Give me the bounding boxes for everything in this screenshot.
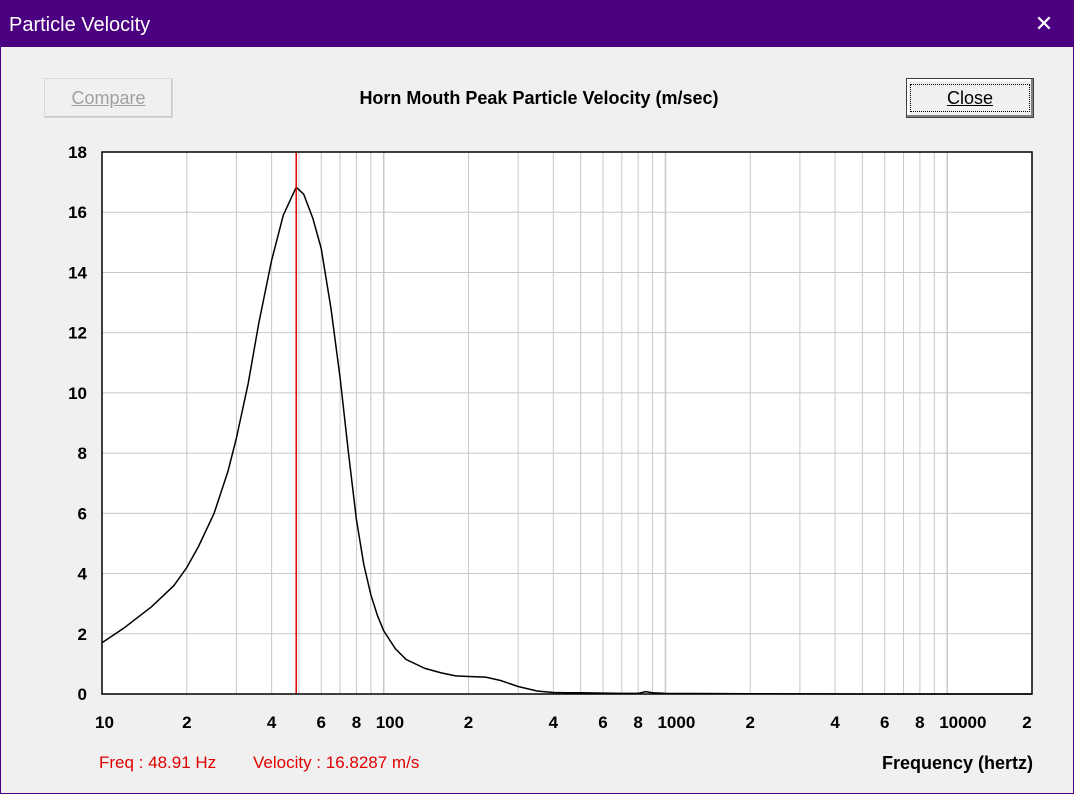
x-tick-label: 8: [352, 713, 361, 732]
compare-button[interactable]: Compare: [44, 78, 173, 118]
y-tick-label: 2: [78, 625, 87, 644]
x-tick-label: 6: [316, 713, 325, 732]
x-tick-label: 4: [549, 713, 559, 732]
x-tick-label: 8: [633, 713, 642, 732]
y-tick-label: 0: [78, 685, 87, 704]
y-tick-label: 8: [78, 444, 87, 463]
grid: [102, 152, 1032, 694]
x-tick-labels: 10 2 4 6 8 100 2 4 6 8 1000 2 4 6 8 10000 2: [95, 713, 1032, 732]
x-tick-label: 6: [880, 713, 889, 732]
x-tick-label: 4: [267, 713, 277, 732]
x-tick-label: 2: [1022, 713, 1031, 732]
y-tick-label: 18: [68, 143, 87, 162]
y-tick-label: 10: [68, 384, 87, 403]
x-axis-label: Frequency (hertz): [881, 753, 1033, 773]
x-tick-label: 2: [464, 713, 473, 732]
freq-readout: Freq : 48.91 Hz: [99, 753, 217, 772]
velocity-readout: Velocity : 16.8287 m/s: [253, 753, 420, 772]
x-tick-label: 8: [915, 713, 924, 732]
plot-border: [101, 151, 1033, 695]
x-tick-label: 2: [182, 713, 191, 732]
x-tick-label: 10000: [939, 713, 986, 732]
x-tick-label: 4: [830, 713, 840, 732]
x-tick-label: 100: [376, 713, 404, 732]
close-icon[interactable]: ✕: [1034, 11, 1054, 36]
y-tick-label: 6: [78, 504, 87, 523]
y-tick-label: 14: [68, 263, 87, 282]
window-title: Particle Velocity: [9, 14, 151, 36]
y-tick-label: 16: [68, 203, 87, 222]
x-tick-label: 1000: [657, 713, 695, 732]
chart-title: Horn Mouth Peak Particle Velocity (m/sec…: [359, 88, 719, 108]
x-tick-label: 6: [598, 713, 607, 732]
close-button-label: Close: [909, 84, 1031, 112]
title-bar: Particle Velocity ✕: [1, 1, 1073, 47]
close-button[interactable]: Close: [906, 78, 1034, 118]
x-tick-label: 10: [95, 713, 114, 732]
y-tick-labels: 0 2 4 6 8 10 12 14 16 18: [68, 143, 87, 704]
plot-area: [102, 152, 1032, 694]
y-tick-label: 4: [78, 565, 88, 584]
y-tick-label: 12: [68, 324, 87, 343]
x-tick-label: 2: [746, 713, 755, 732]
compare-button-label: Compare: [71, 88, 146, 108]
